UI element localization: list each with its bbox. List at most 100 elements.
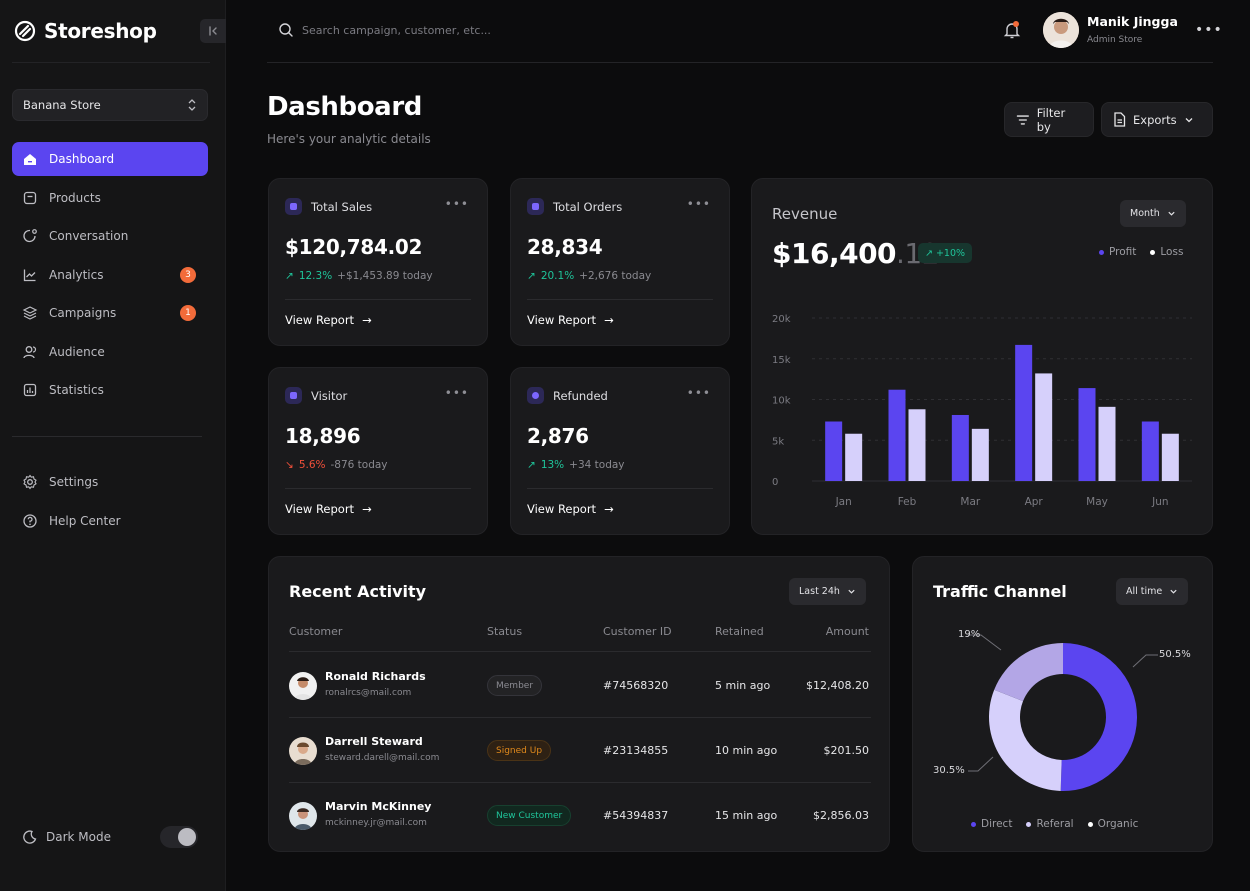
- stat-today: -876 today: [330, 459, 388, 471]
- stat-title: Visitor: [311, 388, 348, 403]
- page-subtitle: Here's your analytic details: [267, 132, 431, 146]
- stat-change: ↗ 12.3% +$1,453.89 today: [285, 270, 433, 282]
- user-role: Admin Store: [1087, 35, 1143, 45]
- legend-direct-label: Direct: [981, 818, 1013, 830]
- customer-id: #23134855: [603, 744, 669, 757]
- card-more-button[interactable]: •••: [686, 386, 711, 400]
- bar-profit-feb[interactable]: [888, 389, 906, 481]
- bar-loss-may[interactable]: [1098, 406, 1116, 481]
- card-more-button[interactable]: •••: [686, 197, 711, 211]
- store-selector[interactable]: Banana Store: [12, 89, 208, 121]
- view-report-link[interactable]: View Report →: [527, 313, 614, 327]
- bar-loss-apr[interactable]: [1035, 373, 1053, 481]
- dark-mode-toggle[interactable]: [160, 826, 198, 848]
- retained-time: 15 min ago: [715, 809, 778, 822]
- filter-button[interactable]: Filter by: [1004, 102, 1094, 137]
- column-header-retained[interactable]: Retained: [715, 625, 764, 638]
- chevron-updown-icon: [188, 99, 196, 111]
- sidebar-item-label: Help Center: [49, 513, 121, 528]
- donut-slice-organic[interactable]: [994, 643, 1063, 702]
- dark-mode-row: Dark Mode: [22, 826, 198, 848]
- sidebar-item-audience[interactable]: Audience: [12, 335, 208, 369]
- notification-badge: 3: [180, 266, 196, 283]
- dark-mode-label: Dark Mode: [46, 830, 111, 844]
- notification-badge: 1: [180, 305, 196, 321]
- column-header-status[interactable]: Status: [487, 625, 523, 638]
- card-more-button[interactable]: •••: [444, 386, 469, 400]
- search-input[interactable]: Search campaign, customer, etc...: [278, 20, 491, 40]
- bar-profit-mar[interactable]: [951, 414, 969, 481]
- traffic-donut-chart: [968, 634, 1158, 791]
- sidebar-item-dashboard[interactable]: Dashboard: [12, 142, 208, 176]
- bar-profit-may[interactable]: [1078, 388, 1096, 481]
- sidebar-item-label: Campaigns: [49, 306, 117, 320]
- sidebar-item-products[interactable]: Products: [12, 181, 208, 215]
- chevron-down-icon: [1168, 211, 1175, 216]
- customer-id: #74568320: [603, 679, 669, 692]
- column-header-customer-id[interactable]: Customer ID: [603, 625, 672, 638]
- y-tick-label: 20k: [772, 314, 791, 325]
- collapse-sidebar-button[interactable]: [200, 19, 226, 43]
- avatar[interactable]: [1043, 12, 1079, 48]
- stat-change-percent: 5.6%: [298, 459, 326, 471]
- brand[interactable]: Storeshop: [14, 18, 157, 44]
- bar-profit-jun[interactable]: [1141, 421, 1159, 481]
- legend-direct: Direct: [971, 818, 1012, 830]
- period-value: Last 24h: [799, 586, 840, 597]
- avatar: [289, 737, 317, 765]
- revenue-period-select[interactable]: Month: [1120, 200, 1186, 227]
- stat-change-percent: 12.3%: [298, 270, 333, 282]
- sidebar-item-settings[interactable]: Settings: [12, 465, 208, 499]
- bar-loss-feb[interactable]: [908, 409, 926, 481]
- box-icon: [23, 191, 37, 204]
- view-report-link[interactable]: View Report →: [527, 502, 614, 516]
- bar-profit-jan[interactable]: [825, 421, 843, 481]
- bar-loss-jun[interactable]: [1161, 433, 1179, 481]
- export-button[interactable]: Exports: [1101, 102, 1213, 137]
- leader-line: [968, 634, 1002, 651]
- donut-slice-direct[interactable]: [1060, 643, 1137, 791]
- traffic-legend: Direct Referal Organic: [971, 818, 1138, 830]
- bar-profit-apr[interactable]: [1015, 344, 1033, 481]
- sidebar-item-help-center[interactable]: Help Center: [12, 504, 208, 538]
- stat-change-percent: 13%: [540, 459, 565, 471]
- divider: [285, 488, 471, 489]
- period-value: All time: [1126, 586, 1163, 597]
- leader-line: [968, 756, 994, 772]
- legend-organic-label: Organic: [1097, 818, 1139, 830]
- y-tick-label: 15k: [772, 355, 791, 366]
- more-options-button[interactable]: •••: [1195, 22, 1223, 38]
- view-report-label: View Report: [285, 502, 355, 516]
- stat-value: 18,896: [285, 424, 361, 448]
- traffic-period-select[interactable]: All time: [1116, 578, 1189, 605]
- sidebar-item-label: Audience: [49, 344, 105, 359]
- notification-button[interactable]: [1001, 19, 1023, 41]
- donut-slice-referal[interactable]: [989, 689, 1062, 791]
- bell-icon: [1003, 23, 1021, 39]
- stat-header: Total Sales: [285, 198, 372, 215]
- bar-loss-mar[interactable]: [971, 428, 989, 481]
- arrow-up-icon: ↗: [925, 247, 933, 259]
- arrow-right-icon: →: [362, 502, 372, 516]
- activity-period-select[interactable]: Last 24h: [789, 578, 866, 605]
- sidebar-item-analytics[interactable]: Analytics 3: [12, 258, 208, 292]
- legend-referal-label: Referal: [1036, 818, 1074, 830]
- customer-name: Marvin McKinney: [325, 800, 432, 813]
- revenue-title: Revenue: [772, 205, 838, 223]
- organic-percent-label: 19%: [958, 629, 981, 640]
- sidebar-item-statistics[interactable]: Statistics: [12, 373, 208, 407]
- column-header-customer[interactable]: Customer: [289, 625, 343, 638]
- view-report-link[interactable]: View Report →: [285, 313, 372, 327]
- revenue-value-main: $16,400: [772, 237, 897, 270]
- x-tick-label: Feb: [898, 496, 917, 508]
- card-more-button[interactable]: •••: [444, 197, 469, 211]
- sidebar-item-label: Products: [49, 190, 101, 205]
- arrow-right-icon: →: [362, 313, 372, 327]
- y-tick-label: 10k: [772, 396, 791, 407]
- view-report-link[interactable]: View Report →: [285, 502, 372, 516]
- y-tick-label: 0: [772, 477, 778, 488]
- bar-loss-jan[interactable]: [845, 433, 863, 481]
- sidebar-item-campaigns[interactable]: Campaigns 1: [12, 296, 208, 330]
- column-header-amount[interactable]: Amount: [825, 625, 869, 638]
- sidebar-item-conversation[interactable]: Conversation: [12, 219, 208, 253]
